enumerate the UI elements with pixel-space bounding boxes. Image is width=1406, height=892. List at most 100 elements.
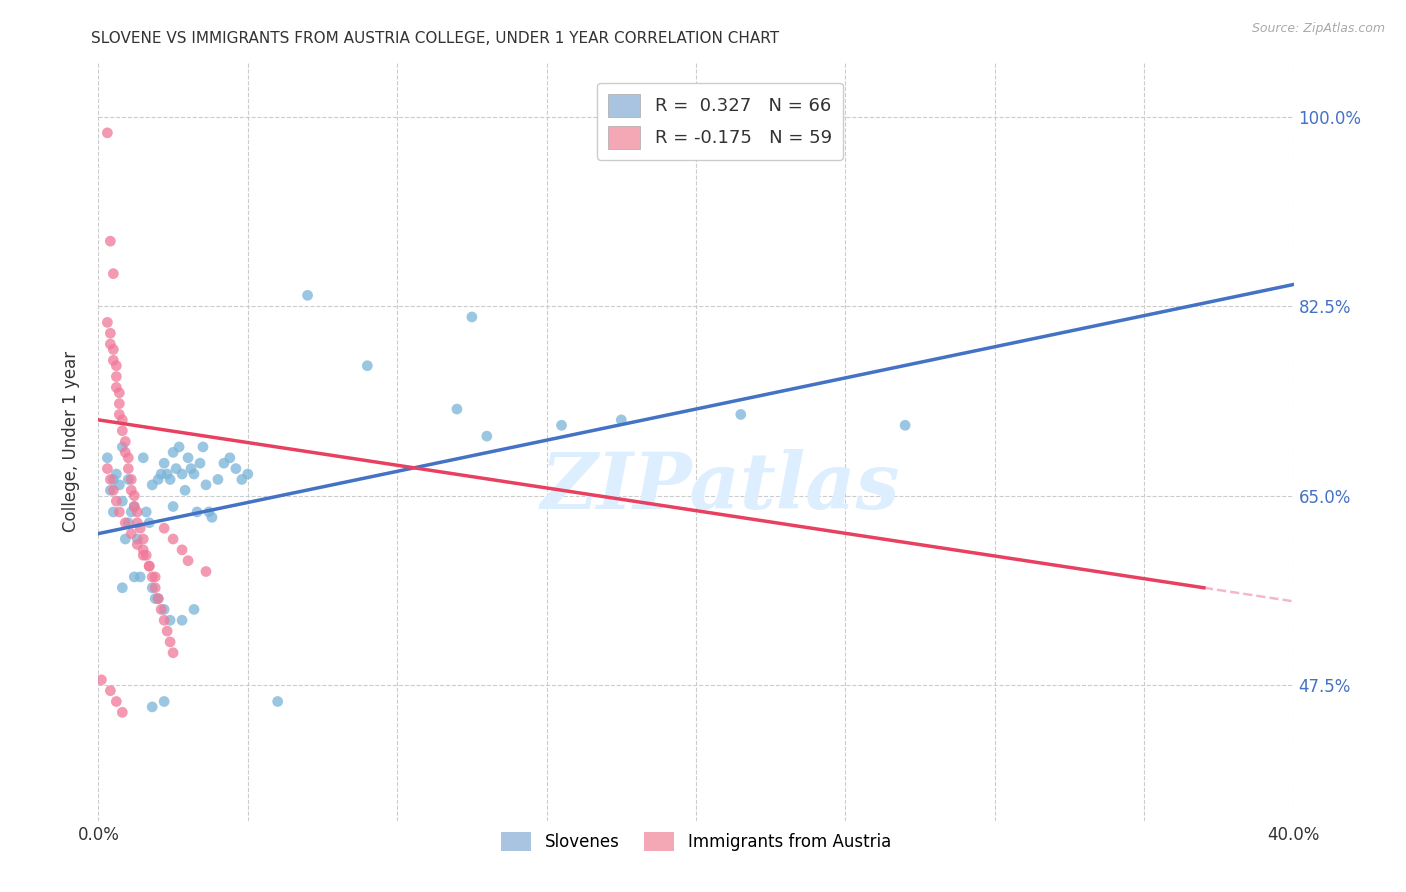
Point	[105, 467, 128, 481]
Point	[212, 456, 235, 470]
Point	[120, 526, 142, 541]
Point	[111, 440, 134, 454]
Point	[117, 450, 139, 465]
Text: SLOVENE VS IMMIGRANTS FROM AUSTRIA COLLEGE, UNDER 1 YEAR CORRELATION CHART: SLOVENE VS IMMIGRANTS FROM AUSTRIA COLLE…	[91, 31, 779, 46]
Point	[174, 483, 197, 498]
Point	[141, 581, 163, 595]
Point	[108, 408, 131, 422]
Point	[141, 570, 163, 584]
Point	[236, 467, 259, 481]
Point	[894, 418, 917, 433]
Point	[108, 478, 131, 492]
Point	[153, 602, 176, 616]
Point	[195, 565, 218, 579]
Point	[105, 359, 128, 373]
Point	[162, 532, 184, 546]
Point	[141, 699, 163, 714]
Point	[103, 483, 125, 498]
Point	[162, 500, 184, 514]
Point	[120, 473, 142, 487]
Point	[153, 613, 176, 627]
Point	[177, 450, 200, 465]
Point	[124, 570, 146, 584]
Point	[550, 418, 572, 433]
Point	[162, 445, 184, 459]
Point	[127, 537, 149, 551]
Point	[114, 434, 136, 449]
Point	[156, 624, 179, 639]
Point	[103, 473, 125, 487]
Point	[103, 267, 125, 281]
Point	[153, 456, 176, 470]
Point	[446, 402, 468, 417]
Point	[120, 483, 142, 498]
Point	[186, 505, 208, 519]
Point	[159, 613, 181, 627]
Point	[148, 591, 170, 606]
Point	[111, 706, 134, 720]
Text: Source: ZipAtlas.com: Source: ZipAtlas.com	[1251, 22, 1385, 36]
Point	[167, 440, 190, 454]
Point	[143, 570, 166, 584]
Point	[159, 635, 181, 649]
Point	[183, 467, 205, 481]
Y-axis label: College, Under 1 year: College, Under 1 year	[62, 351, 80, 533]
Point	[114, 516, 136, 530]
Point	[111, 494, 134, 508]
Point	[231, 473, 253, 487]
Point	[132, 532, 155, 546]
Text: ZIPatlas: ZIPatlas	[540, 449, 900, 525]
Point	[114, 445, 136, 459]
Point	[172, 467, 194, 481]
Point	[172, 542, 194, 557]
Point	[356, 359, 378, 373]
Point	[98, 337, 122, 351]
Point	[159, 473, 181, 487]
Point	[129, 521, 152, 535]
Point	[96, 461, 118, 475]
Point	[198, 505, 221, 519]
Point	[108, 505, 131, 519]
Point	[98, 473, 122, 487]
Point	[143, 591, 166, 606]
Point	[96, 126, 118, 140]
Point	[143, 581, 166, 595]
Point	[135, 505, 157, 519]
Point	[177, 554, 200, 568]
Point	[138, 559, 160, 574]
Point	[105, 694, 128, 708]
Point	[180, 461, 202, 475]
Point	[267, 694, 290, 708]
Point	[150, 467, 173, 481]
Point	[108, 396, 131, 410]
Point	[120, 505, 142, 519]
Point	[132, 450, 155, 465]
Point	[162, 646, 184, 660]
Point	[132, 548, 155, 563]
Point	[165, 461, 187, 475]
Point	[127, 532, 149, 546]
Point	[108, 385, 131, 400]
Point	[183, 602, 205, 616]
Point	[191, 440, 214, 454]
Point	[98, 326, 122, 341]
Point	[117, 461, 139, 475]
Point	[111, 424, 134, 438]
Point	[103, 505, 125, 519]
Point	[132, 542, 155, 557]
Point	[201, 510, 224, 524]
Point	[96, 450, 118, 465]
Point	[150, 602, 173, 616]
Point	[195, 478, 218, 492]
Point	[153, 694, 176, 708]
Point	[111, 413, 134, 427]
Point	[156, 467, 179, 481]
Point	[98, 483, 122, 498]
Point	[127, 505, 149, 519]
Point	[117, 473, 139, 487]
Point	[148, 473, 170, 487]
Point	[135, 548, 157, 563]
Point	[90, 673, 112, 687]
Point	[219, 450, 242, 465]
Point	[105, 494, 128, 508]
